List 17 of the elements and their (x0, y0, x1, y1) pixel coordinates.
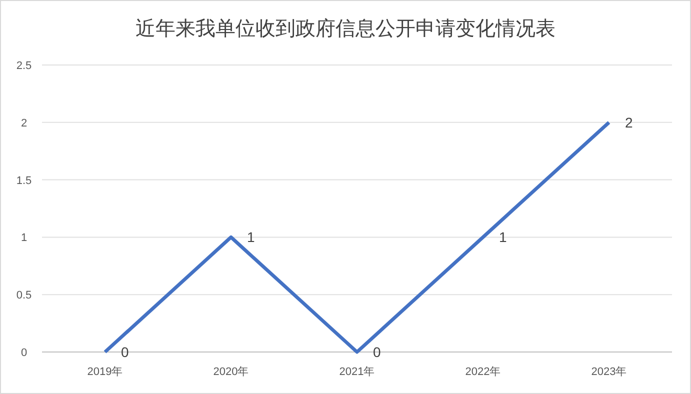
x-tick-label: 2019年 (87, 366, 123, 378)
x-tick-label: 2023年 (591, 366, 627, 378)
data-label: 0 (121, 344, 129, 360)
y-tick-label: 0 (20, 347, 28, 359)
data-label: 1 (499, 229, 507, 246)
x-tick-label: 2020年 (213, 366, 249, 378)
data-label: 2 (625, 114, 633, 130)
y-tick-label: 0.5 (16, 290, 32, 302)
data-label: 1 (247, 229, 255, 246)
y-tick-label: 1.5 (16, 174, 32, 187)
data-label: 0 (373, 344, 381, 360)
x-tick-label: 2021年 (339, 366, 375, 378)
y-tick-label: 2 (20, 117, 28, 130)
chart-title: 近年来我单位收到政府信息公开申请变化情况表 (136, 16, 556, 40)
y-tick-label: 1 (20, 232, 28, 244)
y-tick-label: 2.5 (16, 60, 32, 72)
x-tick-label: 2022年 (465, 366, 501, 378)
